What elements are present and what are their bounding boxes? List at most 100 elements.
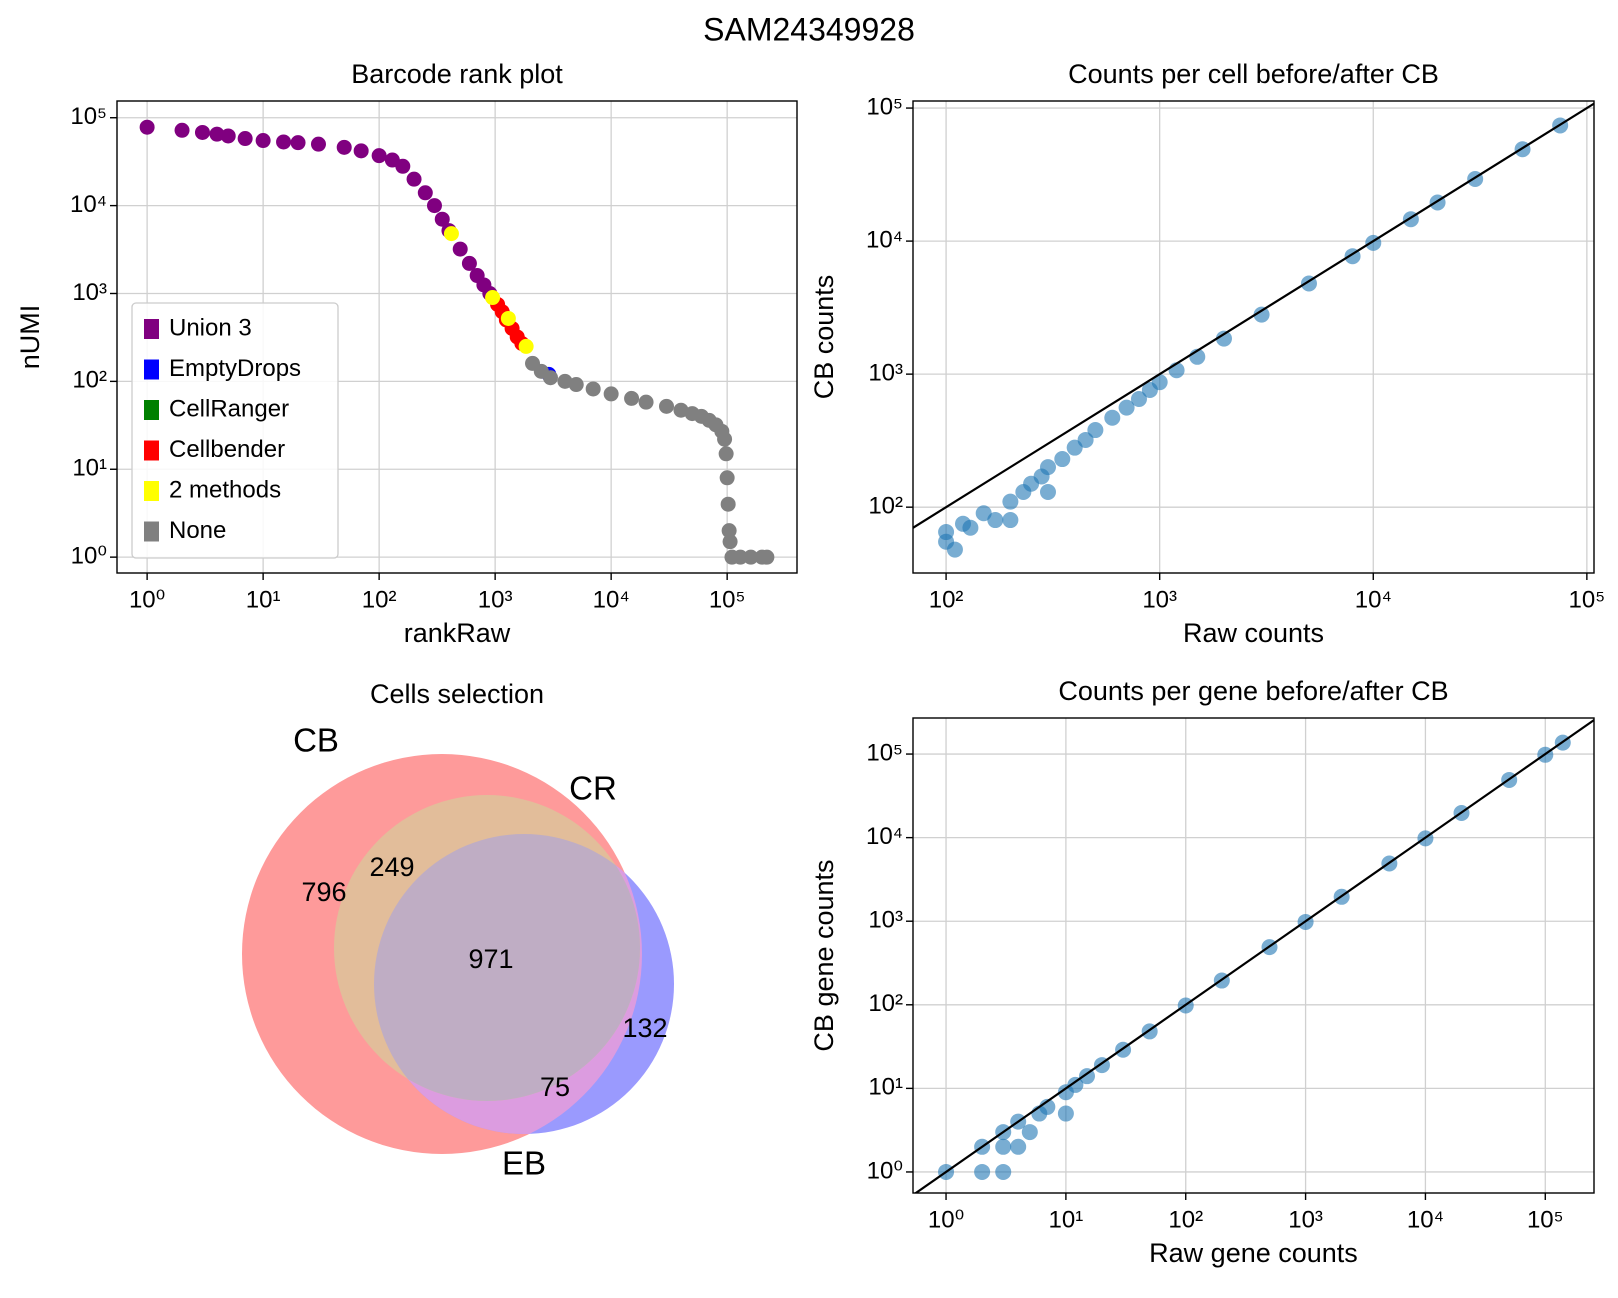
point [1002, 512, 1019, 529]
point [975, 505, 992, 522]
point [434, 211, 450, 227]
x-tick-label: 10⁵ [1569, 586, 1606, 613]
point [557, 373, 573, 389]
point [962, 519, 979, 536]
point [290, 135, 306, 151]
x-axis-label: Raw gene counts [1149, 1238, 1358, 1268]
point [1151, 374, 1168, 391]
point [1118, 399, 1135, 416]
chart-title: Cells selection [370, 679, 544, 709]
point [353, 143, 369, 159]
point [406, 171, 422, 187]
figure-title: SAM24349928 [703, 11, 915, 47]
point [1253, 306, 1270, 323]
point [1039, 484, 1056, 501]
point [995, 1163, 1012, 1180]
y-tick-label: 10¹ [72, 455, 107, 482]
point [310, 136, 326, 152]
point [174, 122, 190, 138]
y-tick-label: 10⁵ [866, 739, 903, 766]
x-tick-label: 10⁴ [593, 586, 630, 613]
y-tick-label: 10² [868, 990, 903, 1017]
legend-box [131, 302, 339, 559]
point [461, 255, 477, 271]
point [717, 431, 733, 447]
set-label: EB [502, 1145, 546, 1182]
point [209, 126, 225, 142]
x-tick-label: 10² [362, 586, 397, 613]
legend-swatch [144, 440, 159, 461]
x-tick-label: 10⁴ [1355, 586, 1392, 613]
point [1130, 391, 1147, 408]
y-tick-label: 10⁴ [70, 191, 107, 218]
y-tick-label: 10² [72, 367, 107, 394]
y-tick-label: 10¹ [868, 1074, 903, 1101]
point [336, 139, 352, 155]
y-tick-label: 10³ [868, 359, 903, 386]
legend-swatch [144, 521, 159, 542]
legend-label: EmptyDrops [169, 355, 301, 382]
points [913, 718, 1594, 1193]
point [139, 119, 155, 135]
point [638, 394, 654, 410]
y-tick-label: 10³ [72, 279, 107, 306]
region-label: 132 [622, 1013, 667, 1043]
set-label: CB [293, 722, 339, 759]
point [1067, 1076, 1084, 1093]
point [426, 198, 442, 214]
point [371, 148, 387, 164]
point [1021, 1124, 1038, 1141]
y-tick-label: 10⁰ [867, 1157, 903, 1184]
legend-swatch [144, 400, 159, 420]
set-label: CR [569, 770, 617, 807]
y-axis-label: CB gene counts [809, 859, 839, 1051]
point [1010, 1138, 1027, 1155]
x-tick-label: 10⁰ [129, 586, 165, 613]
point [722, 534, 738, 550]
point [658, 398, 674, 414]
point [395, 158, 411, 174]
point [443, 226, 459, 242]
x-tick-label: 10³ [1142, 586, 1177, 613]
legend-label: None [169, 517, 226, 544]
point [624, 390, 640, 406]
point [603, 386, 619, 402]
point [1039, 459, 1056, 476]
x-tick-label: 10² [929, 586, 964, 613]
x-tick-label: 10⁴ [1407, 1206, 1444, 1233]
point [417, 185, 433, 201]
y-tick-label: 10⁴ [866, 823, 903, 850]
x-tick-label: 10³ [1288, 1206, 1323, 1233]
region-label: 249 [369, 852, 414, 882]
point [1002, 493, 1019, 510]
point [194, 124, 210, 140]
points [913, 102, 1594, 558]
legend-swatch [144, 481, 159, 501]
identity-line [913, 718, 1594, 1193]
legend-label: Cellbender [169, 436, 285, 463]
chart-title: Barcode rank plot [351, 59, 563, 89]
identity-line [913, 102, 1594, 530]
legend-label: CellRanger [169, 395, 289, 422]
venn: CB CR EB 796 249 971 132 75 Cells select… [242, 679, 674, 1182]
y-tick-label: 10² [868, 493, 903, 520]
point [518, 338, 534, 354]
plot-area [913, 718, 1594, 1193]
point [721, 523, 737, 539]
y-axis-label: CB counts [809, 275, 839, 400]
point [987, 512, 1004, 529]
points [139, 119, 775, 565]
point [1077, 431, 1094, 448]
x-tick-label: 10¹ [1049, 1206, 1084, 1233]
point [995, 1138, 1012, 1155]
region-label: 971 [468, 944, 513, 974]
point [743, 549, 759, 565]
y-tick-label: 10⁵ [70, 103, 107, 130]
x-tick-label: 10⁵ [709, 586, 746, 613]
y-tick-label: 10⁵ [866, 93, 903, 120]
point [1104, 409, 1121, 426]
x-tick-label: 10¹ [246, 586, 281, 613]
y-tick-label: 10³ [868, 907, 903, 934]
region-label: 75 [540, 1072, 570, 1102]
